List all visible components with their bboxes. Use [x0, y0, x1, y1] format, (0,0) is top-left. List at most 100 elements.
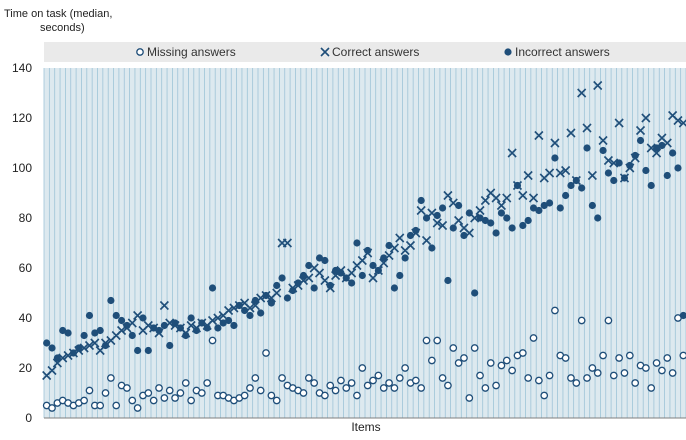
correct-answer-point	[411, 228, 421, 238]
missing-answer-point	[321, 391, 329, 400]
missing-answer-point	[331, 386, 340, 395]
legend-marker-filled-circle	[504, 48, 512, 56]
missing-answer-point	[593, 369, 602, 377]
missing-answer-point	[583, 374, 591, 382]
missing-answer-point	[155, 384, 163, 392]
y-axis-title-line2: seconds)	[40, 22, 85, 34]
correct-answer-point	[181, 328, 191, 338]
correct-answer-point	[347, 268, 357, 278]
missing-answer-point	[112, 401, 121, 410]
correct-answer-point	[117, 325, 127, 336]
correct-answer-point	[470, 213, 480, 223]
missing-answer-point	[208, 336, 217, 345]
correct-answer-point	[598, 135, 608, 146]
correct-answer-point	[320, 275, 330, 286]
missing-answer-point	[149, 396, 158, 405]
incorrect-answer-point	[358, 271, 366, 280]
missing-answer-point	[492, 381, 500, 390]
incorrect-answer-point	[230, 321, 238, 330]
incorrect-answer-point	[610, 176, 618, 185]
missing-answer-point	[310, 379, 319, 387]
missing-answer-point	[486, 359, 495, 367]
y-tick-label: 0	[25, 411, 32, 425]
incorrect-answer-point	[508, 224, 516, 232]
incorrect-answer-point	[583, 144, 591, 152]
correct-answer-point	[95, 345, 105, 356]
legend-label: Correct answers	[332, 45, 419, 59]
incorrect-answer-point	[331, 266, 340, 275]
incorrect-answer-point	[487, 219, 495, 227]
missing-answer-point	[128, 396, 137, 405]
correct-answer-point	[379, 258, 389, 268]
missing-answer-point	[417, 384, 426, 392]
incorrect-answer-point	[529, 204, 538, 212]
correct-answer-point	[79, 343, 89, 353]
correct-answer-point	[432, 218, 442, 228]
correct-answer-point	[512, 180, 523, 191]
x-axis-title: Items	[351, 420, 380, 434]
correct-answer-point	[630, 153, 640, 163]
correct-answer-point	[662, 138, 672, 148]
correct-answer-point	[272, 288, 282, 298]
missing-answer-point	[444, 381, 452, 390]
missing-answer-point	[615, 354, 623, 362]
incorrect-answer-point	[401, 254, 409, 262]
incorrect-answer-point	[540, 201, 548, 210]
missing-answer-point	[165, 386, 174, 395]
correct-answer-point	[438, 220, 448, 231]
incorrect-answer-point	[642, 166, 650, 175]
incorrect-answer-point	[545, 199, 554, 207]
missing-answer-point	[652, 359, 661, 367]
correct-answer-point	[229, 303, 239, 313]
incorrect-answer-point	[562, 191, 570, 200]
correct-answer-point	[421, 235, 432, 246]
correct-answer-point	[555, 168, 565, 178]
missing-answer-point	[561, 354, 570, 362]
correct-answer-point	[74, 345, 84, 356]
missing-answer-point	[299, 389, 308, 397]
missing-answer-point	[48, 404, 56, 412]
correct-answer-point	[314, 268, 325, 278]
correct-answer-point	[154, 328, 164, 338]
missing-answer-point	[535, 376, 543, 385]
missing-answer-point	[272, 396, 281, 405]
missing-answer-point	[326, 381, 335, 390]
incorrect-answer-point	[53, 354, 61, 362]
missing-answer-point	[540, 391, 549, 400]
correct-answer-point	[261, 290, 271, 301]
missing-answer-point	[176, 389, 185, 397]
data-points	[42, 80, 686, 412]
correct-answer-point	[614, 118, 624, 128]
missing-answer-point	[240, 391, 249, 400]
correct-answer-point	[250, 300, 260, 311]
missing-answer-point	[107, 374, 115, 382]
incorrect-answer-point	[208, 284, 217, 292]
correct-answer-point	[603, 155, 613, 166]
incorrect-answer-point	[417, 196, 425, 205]
missing-answer-point	[133, 404, 142, 412]
incorrect-answer-point	[166, 341, 174, 350]
missing-answer-point	[599, 351, 607, 360]
incorrect-answer-point	[96, 326, 104, 335]
incorrect-answer-point	[283, 294, 292, 302]
incorrect-answer-point	[267, 299, 275, 307]
missing-answer-point	[572, 379, 581, 387]
correct-answer-point	[545, 168, 555, 178]
correct-answer-point	[234, 300, 244, 311]
missing-answer-point	[460, 354, 468, 362]
incorrect-answer-point	[599, 146, 607, 155]
incorrect-answer-point	[588, 201, 596, 210]
y-tick-label: 40	[19, 311, 33, 325]
correct-answer-point	[325, 283, 335, 293]
y-tick-label: 120	[12, 111, 32, 125]
incorrect-answer-point	[578, 184, 586, 192]
missing-answer-point	[502, 356, 511, 365]
correct-answer-point	[496, 200, 506, 211]
correct-answer-point	[304, 273, 314, 283]
correct-answer-point	[159, 300, 169, 311]
missing-answer-point	[251, 374, 260, 382]
missing-answer-point	[454, 359, 463, 367]
missing-answer-point	[411, 376, 420, 385]
incorrect-answer-point	[64, 329, 72, 337]
